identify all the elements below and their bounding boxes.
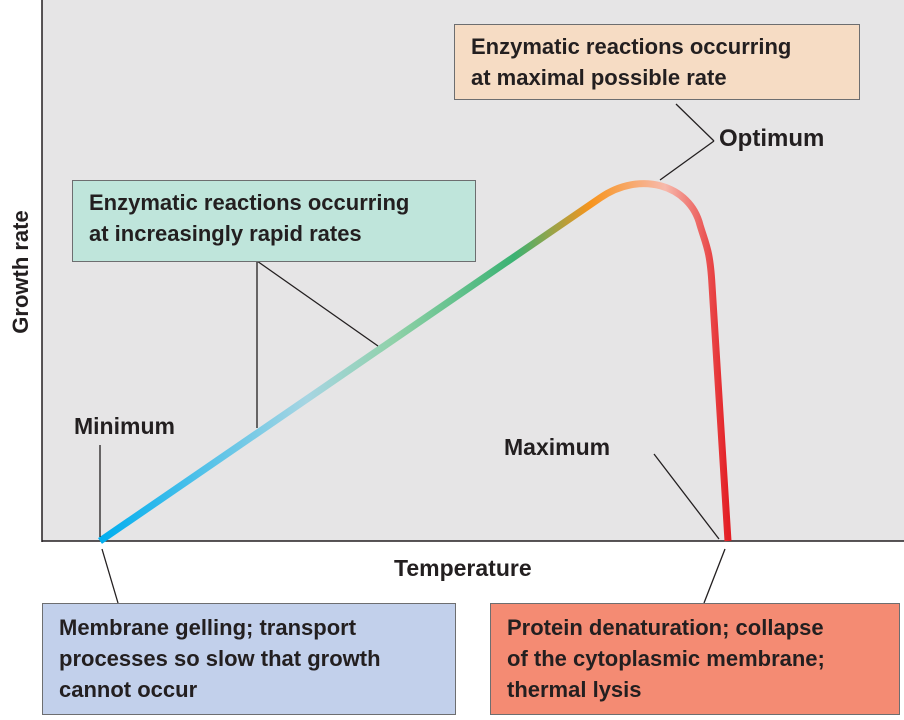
growth-pointer-diagonal	[256, 260, 379, 347]
minimum-box-pointer	[101, 548, 119, 604]
optimum-pointer-lower	[659, 140, 715, 181]
maximum-box-line-3: thermal lysis	[507, 677, 642, 702]
y-axis-label: Growth rate	[8, 210, 33, 333]
minimum-box-line-3: cannot occur	[59, 677, 198, 702]
maximum-pointer	[653, 453, 720, 540]
growth-annotation-box: Enzymatic reactions occurring at increas…	[72, 180, 476, 262]
minimum-annotation-box: Membrane gelling; transport processes so…	[42, 603, 456, 715]
optimum-box-line-1: Enzymatic reactions occurring	[471, 34, 792, 59]
optimum-annotation-box: Enzymatic reactions occurring at maximal…	[454, 24, 860, 100]
growth-box-line-2: at increasingly rapid rates	[89, 221, 362, 246]
minimum-box-line-2: processes so slow that growth	[59, 646, 381, 671]
maximum-annotation-box: Protein denaturation; collapse of the cy…	[490, 603, 900, 715]
optimum-box-line-2: at maximal possible rate	[471, 65, 727, 90]
maximum-label: Maximum	[504, 434, 611, 460]
maximum-box-line-2: of the cytoplasmic membrane;	[507, 646, 825, 671]
optimum-label: Optimum	[719, 125, 825, 152]
growth-box-line-1: Enzymatic reactions occurring	[89, 190, 410, 215]
growth-curve	[98, 180, 732, 544]
minimum-label: Minimum	[74, 413, 175, 439]
minimum-box-line-1: Membrane gelling; transport	[59, 615, 357, 640]
maximum-box-line-1: Protein denaturation; collapse	[507, 615, 824, 640]
x-axis-label: Temperature	[394, 555, 532, 581]
maximum-box-pointer	[703, 548, 726, 604]
optimum-pointer-upper	[675, 103, 715, 142]
